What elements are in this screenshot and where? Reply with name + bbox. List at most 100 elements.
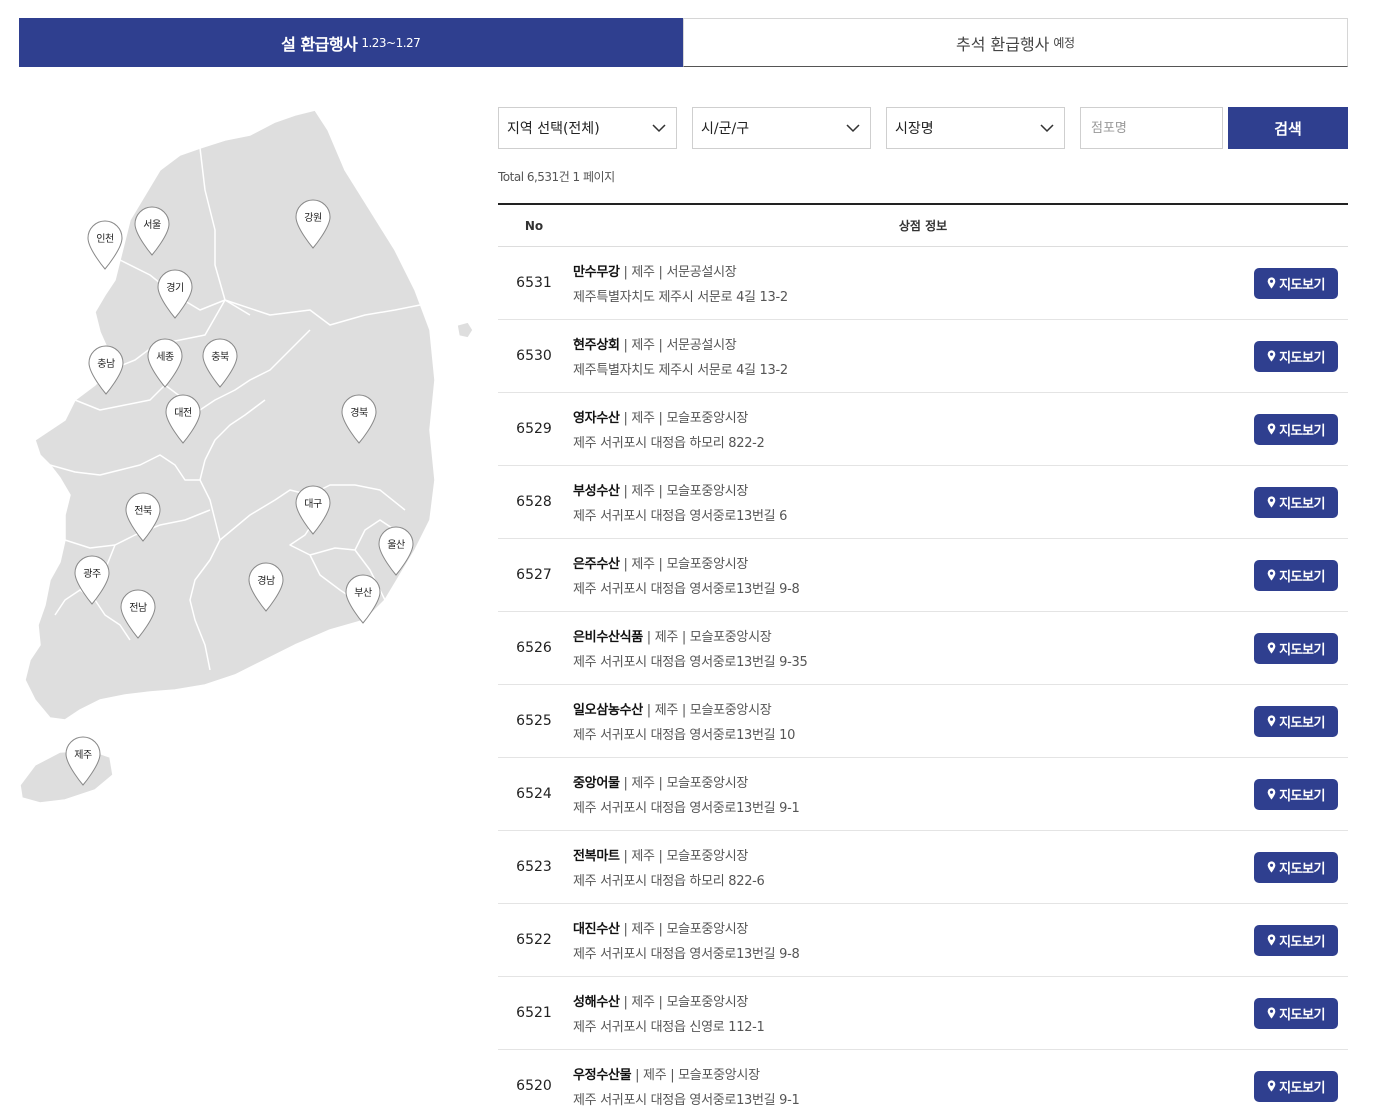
store-address: 제주 서귀포시 대정읍 영서중로13번길 9-1 (573, 1093, 800, 1108)
map-pin-icon (1267, 423, 1276, 435)
store-title-line: 현주상회 | 제주 | 서문공설시장 (573, 334, 1254, 353)
view-map-button[interactable]: 지도보기 (1254, 997, 1338, 1029)
market-select[interactable]: 시장명 (886, 107, 1065, 149)
table-row: 6521 성해수산 | 제주 | 모슬포중앙시장 제주 서귀포시 대정읍 신영로 1… (498, 977, 1348, 1050)
tab-lunar-new-year[interactable]: 설 환급행사 1.23~1.27 (19, 18, 683, 67)
store-name: 대진수산 (573, 922, 620, 937)
store-table: No 상점 정보 6531 만수무강 | 제주 | 서문공설시장 제주특별자치도 제… (498, 203, 1348, 1115)
view-map-button[interactable]: 지도보기 (1254, 413, 1338, 445)
region-label: 제주 (74, 750, 92, 761)
tab-date: 1.23~1.27 (361, 35, 421, 50)
region-label: 경남 (257, 576, 275, 587)
region-pin-sejong[interactable]: 세종 (146, 337, 184, 389)
view-map-label: 지도보기 (1279, 934, 1325, 950)
store-title-line: 부성수산 | 제주 | 모슬포중앙시장 (573, 480, 1254, 499)
region-pin-gyeongbuk[interactable]: 경북 (340, 393, 378, 445)
region-select[interactable]: 지역 선택(전체) (498, 107, 677, 149)
region-pin-jeonnam[interactable]: 전남 (119, 588, 157, 640)
view-map-button[interactable]: 지도보기 (1254, 1070, 1338, 1102)
region-label: 대전 (174, 408, 192, 419)
region-pin-chungbuk[interactable]: 충북 (201, 337, 239, 389)
store-info: 은비수산식품 | 제주 | 모슬포중앙시장 제주 서귀포시 대정읍 영서중로13번… (570, 626, 1254, 670)
row-number: 6531 (516, 275, 552, 291)
table-row: 6526 은비수산식품 | 제주 | 모슬포중앙시장 제주 서귀포시 대정읍 영서중… (498, 612, 1348, 685)
region-label: 강원 (304, 213, 322, 224)
tab-chuseok[interactable]: 추석 환급행사 예정 (682, 18, 1348, 67)
region-pin-daejeon[interactable]: 대전 (164, 393, 202, 445)
region-pin-chungnam[interactable]: 충남 (87, 344, 125, 396)
view-map-button[interactable]: 지도보기 (1254, 851, 1338, 883)
store-address: 제주 서귀포시 대정읍 하모리 822-6 (573, 874, 765, 889)
region-label: 울산 (387, 540, 405, 551)
region-pin-incheon[interactable]: 인천 (86, 219, 124, 271)
store-address: 제주 서귀포시 대정읍 영서중로13번길 6 (573, 509, 788, 524)
region-pin-seoul[interactable]: 서울 (133, 205, 171, 257)
view-map-label: 지도보기 (1279, 569, 1325, 585)
view-map-label: 지도보기 (1279, 1007, 1325, 1023)
map-pin-icon (1267, 350, 1276, 362)
map-pin-icon (1267, 496, 1276, 508)
map-pin-icon (1267, 569, 1276, 581)
store-info: 대진수산 | 제주 | 모슬포중앙시장 제주 서귀포시 대정읍 영서중로13번길 … (570, 918, 1254, 962)
view-map-button[interactable]: 지도보기 (1254, 632, 1338, 664)
store-meta: | 제주 | 모슬포중앙시장 (619, 995, 749, 1010)
store-name: 성해수산 (573, 995, 620, 1010)
search-button[interactable]: 검색 (1228, 107, 1348, 149)
view-map-button[interactable]: 지도보기 (1254, 267, 1338, 299)
chevron-down-icon (652, 124, 666, 133)
column-store-info: 상점 정보 (898, 219, 948, 233)
row-number: 6523 (516, 859, 552, 875)
view-map-button[interactable]: 지도보기 (1254, 559, 1338, 591)
event-tabs: 설 환급행사 1.23~1.27 추석 환급행사 예정 (19, 18, 1348, 67)
region-pin-busan[interactable]: 부산 (344, 573, 382, 625)
region-pin-jeju[interactable]: 제주 (64, 735, 102, 787)
row-number: 6525 (516, 713, 552, 729)
region-pin-gangwon[interactable]: 강원 (294, 198, 332, 250)
chevron-down-icon (1040, 124, 1054, 133)
store-info: 만수무강 | 제주 | 서문공설시장 제주특별자치도 제주시 서문로 4길 13-… (570, 261, 1254, 305)
store-meta: | 제주 | 모슬포중앙시장 (642, 630, 772, 645)
region-label: 세종 (156, 352, 174, 363)
store-name: 은주수산 (573, 557, 620, 572)
region-pin-jeonbuk[interactable]: 전북 (124, 491, 162, 543)
store-meta: | 제주 | 모슬포중앙시장 (619, 484, 749, 499)
view-map-label: 지도보기 (1279, 350, 1325, 366)
region-pin-ulsan[interactable]: 울산 (377, 525, 415, 577)
table-row: 6524 중앙어물 | 제주 | 모슬포중앙시장 제주 서귀포시 대정읍 영서중로1… (498, 758, 1348, 831)
view-map-label: 지도보기 (1279, 496, 1325, 512)
region-pin-daegu[interactable]: 대구 (294, 484, 332, 536)
store-meta: | 제주 | 모슬포중앙시장 (631, 1068, 760, 1083)
tab-status: 예정 (1053, 36, 1075, 50)
row-number: 6522 (516, 932, 552, 948)
store-name: 현주상회 (573, 338, 620, 353)
map-pin-icon (1267, 788, 1276, 800)
region-label: 전북 (134, 506, 152, 517)
store-meta: | 제주 | 서문공설시장 (619, 265, 737, 280)
map-pin-icon (1267, 277, 1276, 289)
store-name: 영자수산 (573, 411, 620, 426)
region-label: 인천 (96, 234, 114, 245)
store-title-line: 대진수산 | 제주 | 모슬포중앙시장 (573, 918, 1254, 937)
view-map-button[interactable]: 지도보기 (1254, 778, 1338, 810)
region-pin-gyeongnam[interactable]: 경남 (247, 561, 285, 613)
store-address: 제주특별자치도 제주시 서문로 4길 13-2 (573, 363, 788, 378)
region-pin-gyeonggi[interactable]: 경기 (156, 268, 194, 320)
row-number: 6524 (516, 786, 552, 802)
store-name: 우정수산물 (573, 1068, 632, 1083)
view-map-button[interactable]: 지도보기 (1254, 340, 1338, 372)
view-map-button[interactable]: 지도보기 (1254, 486, 1338, 518)
map-pin-icon (1267, 715, 1276, 727)
store-name-input[interactable] (1080, 107, 1223, 149)
store-meta: | 제주 | 서문공설시장 (619, 338, 737, 353)
search-bar: 지역 선택(전체) 시/군/구 시장명 검색 (498, 107, 1348, 149)
region-pin-gwangju[interactable]: 광주 (73, 554, 111, 606)
row-number: 6528 (516, 494, 552, 510)
store-meta: | 제주 | 모슬포중앙시장 (619, 776, 749, 791)
store-address: 제주 서귀포시 대정읍 신영로 112-1 (573, 1020, 765, 1035)
view-map-button[interactable]: 지도보기 (1254, 705, 1338, 737)
view-map-button[interactable]: 지도보기 (1254, 924, 1338, 956)
store-name: 중앙어물 (573, 776, 620, 791)
city-select[interactable]: 시/군/구 (692, 107, 871, 149)
